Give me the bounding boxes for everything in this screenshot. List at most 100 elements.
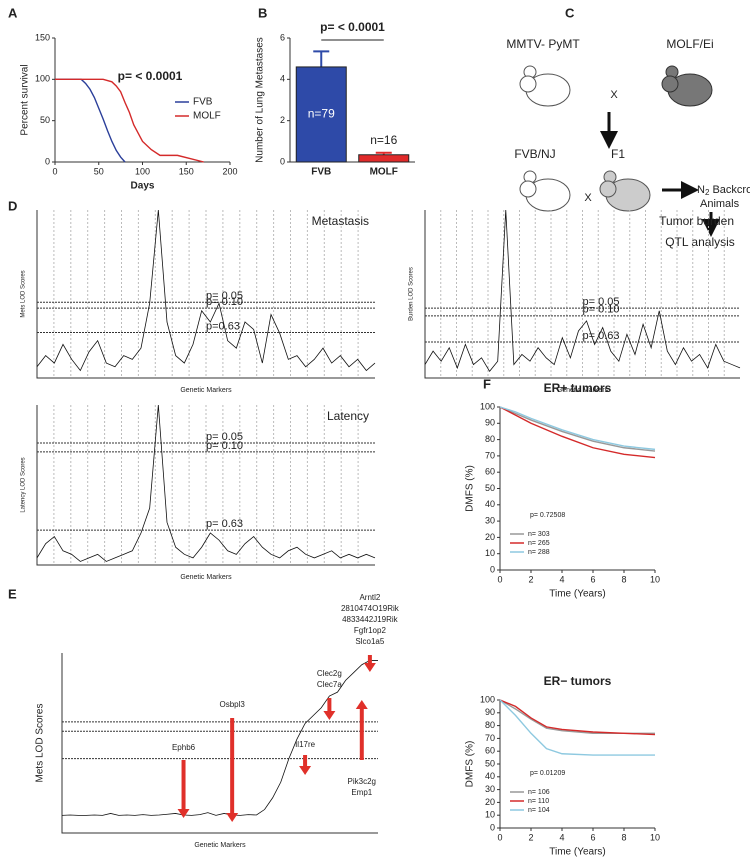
survival-line xyxy=(55,78,126,163)
gene-label: Slco1a5 xyxy=(355,637,384,646)
y-tick-label: 50 xyxy=(485,483,495,493)
lod-curve xyxy=(36,209,376,372)
x-tick-label: 150 xyxy=(179,166,194,176)
threshold-label: p= 0.05 xyxy=(583,296,620,308)
panel-letter: A xyxy=(8,5,18,20)
y-tick-label: 50 xyxy=(40,115,50,125)
text: N xyxy=(697,184,705,196)
bar-annotation: n=79 xyxy=(308,107,335,121)
x-tick-label: 0 xyxy=(497,574,502,584)
y-axis-label: DMFS (%) xyxy=(465,741,476,788)
x-tick-label: 6 xyxy=(590,574,595,584)
gene-label: Arntl2 xyxy=(359,593,380,602)
y-tick-label: 0 xyxy=(45,156,50,166)
y-tick-label: 0 xyxy=(490,564,495,574)
chart-title: Latency xyxy=(327,409,369,423)
y-tick-label: 6 xyxy=(280,32,285,42)
gene-label: Clec2g xyxy=(317,669,342,678)
x-axis-label: Genetic Markers xyxy=(180,387,232,394)
x-tick-label: 6 xyxy=(590,832,595,842)
y-tick-label: 0 xyxy=(280,156,285,166)
y-tick-label: 10 xyxy=(485,548,495,558)
survival-line xyxy=(499,699,655,734)
x-axis-label: Time (Years) xyxy=(549,847,606,858)
lod-curve xyxy=(36,404,376,562)
strain-label: FVB/NJ xyxy=(514,147,555,161)
y-tick-label: 40 xyxy=(485,499,495,509)
y-tick-label: 70 xyxy=(485,450,495,460)
panel-letter: D xyxy=(8,198,17,213)
x-tick-label: 4 xyxy=(559,574,564,584)
x-tick-label: 10 xyxy=(650,832,660,842)
x-tick-label: 200 xyxy=(222,166,237,176)
panel-letter: B xyxy=(258,5,267,20)
x-tick-label: 10 xyxy=(650,574,660,584)
panel-letter: C xyxy=(565,5,575,20)
threshold-label: p= 0.10 xyxy=(206,440,243,452)
qtl-label: QTL analysis xyxy=(665,235,735,249)
y-tick-label: 0 xyxy=(490,822,495,832)
x-tick-label: FVB xyxy=(311,167,331,178)
y-axis-label: Number of Lung Metastases xyxy=(255,37,266,163)
y-tick-label: 10 xyxy=(485,810,495,820)
x-tick-label: 8 xyxy=(621,832,626,842)
y-axis-label: DMFS (%) xyxy=(465,465,476,512)
legend-label: n= 104 xyxy=(528,807,550,814)
x-tick-label: 100 xyxy=(135,166,150,176)
survival-line xyxy=(499,699,655,756)
y-axis-label: Burden LOD Scores xyxy=(409,267,415,321)
chart-title: Metastasis xyxy=(312,214,369,228)
diagram: C MMTV- PyMT MOLF/Ei X FVB/NJ F1 X N2 Ba… xyxy=(506,5,750,249)
y-tick-label: 4 xyxy=(280,74,285,84)
legend-label: n= 265 xyxy=(528,540,550,547)
threshold-label: p=0.63 xyxy=(206,320,240,332)
x-axis-label: Days xyxy=(131,181,155,192)
gene-label: Clec7a xyxy=(317,680,342,689)
panel-letter: F xyxy=(483,376,491,391)
bar-annotation: n=16 xyxy=(370,133,397,147)
x-axis-label: Genetic Markers xyxy=(194,842,246,849)
y-tick-label: 30 xyxy=(485,515,495,525)
axis-line xyxy=(499,407,655,571)
gene-label: Pik3c2g xyxy=(348,777,376,786)
y-tick-label: 40 xyxy=(485,771,495,781)
y-tick-label: 2 xyxy=(280,115,285,125)
mouse xyxy=(519,65,571,107)
axis-line xyxy=(499,700,655,829)
gene-label: Osbpl3 xyxy=(219,700,245,709)
bar xyxy=(295,66,347,163)
gene-label: 2810474O19Rik xyxy=(341,604,400,613)
x-tick-label: 50 xyxy=(94,166,104,176)
axis-line xyxy=(424,210,740,379)
legend-label: n= 303 xyxy=(528,531,550,538)
threshold-label: p= 0.63 xyxy=(206,518,243,530)
gene-arrow-head xyxy=(363,663,376,672)
x-tick-label: 8 xyxy=(621,574,626,584)
survival-line xyxy=(499,406,656,451)
axis-line xyxy=(36,405,375,566)
x-axis-label: Time (Years) xyxy=(549,589,606,600)
annotation: p= < 0.0001 xyxy=(118,69,183,83)
legend-label: MOLF xyxy=(193,111,221,122)
x-axis-label: Genetic Markers xyxy=(180,574,232,581)
threshold-label: p= 0.05 xyxy=(206,290,243,302)
threshold-label: p= 0.63 xyxy=(583,330,620,342)
gene-label: Fgfr1op2 xyxy=(354,626,387,635)
y-axis-label: Mets LOD Scores xyxy=(21,270,27,317)
y-tick-label: 20 xyxy=(485,797,495,807)
x-tick-label: 2 xyxy=(528,574,533,584)
y-tick-label: 30 xyxy=(485,784,495,794)
lod-curve xyxy=(61,660,378,816)
strain-label: F1 xyxy=(611,147,625,161)
survival-line xyxy=(499,699,656,736)
y-axis-label: Percent survival xyxy=(20,64,31,135)
backcross-label: Animals xyxy=(700,198,740,210)
gene-label: Ephb6 xyxy=(172,743,196,752)
gene-arrow-head xyxy=(299,766,312,775)
y-tick-label: 100 xyxy=(480,694,495,704)
y-tick-label: 60 xyxy=(485,467,495,477)
gene-arrow-head xyxy=(177,809,190,818)
y-tick-label: 80 xyxy=(485,434,495,444)
survival-line xyxy=(499,406,656,452)
gene-arrow-head xyxy=(323,711,336,720)
